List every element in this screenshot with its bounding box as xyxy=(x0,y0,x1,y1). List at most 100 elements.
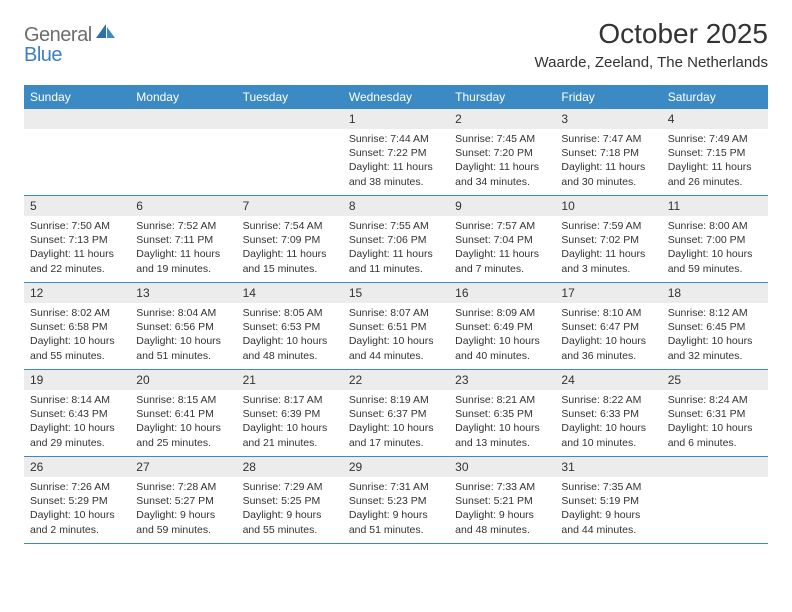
day-number: 10 xyxy=(555,196,661,216)
day-cell: 15Sunrise: 8:07 AMSunset: 6:51 PMDayligh… xyxy=(343,283,449,369)
day-number xyxy=(662,457,768,477)
day-details: Sunrise: 7:55 AMSunset: 7:06 PMDaylight:… xyxy=(343,216,449,282)
day-details xyxy=(24,129,130,138)
weekday-friday: Friday xyxy=(555,85,661,109)
day-cell: 22Sunrise: 8:19 AMSunset: 6:37 PMDayligh… xyxy=(343,370,449,456)
day-number: 12 xyxy=(24,283,130,303)
day-number: 15 xyxy=(343,283,449,303)
weeks-container: 1Sunrise: 7:44 AMSunset: 7:22 PMDaylight… xyxy=(24,109,768,544)
week-row: 5Sunrise: 7:50 AMSunset: 7:13 PMDaylight… xyxy=(24,196,768,283)
day-number: 29 xyxy=(343,457,449,477)
day-cell: 7Sunrise: 7:54 AMSunset: 7:09 PMDaylight… xyxy=(237,196,343,282)
location-text: Waarde, Zeeland, The Netherlands xyxy=(535,54,768,71)
day-details: Sunrise: 8:07 AMSunset: 6:51 PMDaylight:… xyxy=(343,303,449,369)
week-row: 1Sunrise: 7:44 AMSunset: 7:22 PMDaylight… xyxy=(24,109,768,196)
logo-sail-icon xyxy=(96,24,116,45)
day-cell: 21Sunrise: 8:17 AMSunset: 6:39 PMDayligh… xyxy=(237,370,343,456)
day-cell: 17Sunrise: 8:10 AMSunset: 6:47 PMDayligh… xyxy=(555,283,661,369)
day-details: Sunrise: 7:59 AMSunset: 7:02 PMDaylight:… xyxy=(555,216,661,282)
day-cell: 28Sunrise: 7:29 AMSunset: 5:25 PMDayligh… xyxy=(237,457,343,543)
day-cell: 13Sunrise: 8:04 AMSunset: 6:56 PMDayligh… xyxy=(130,283,236,369)
calendar-grid: SundayMondayTuesdayWednesdayThursdayFrid… xyxy=(24,85,768,544)
day-number: 19 xyxy=(24,370,130,390)
title-block: October 2025 Waarde, Zeeland, The Nether… xyxy=(535,18,768,71)
week-row: 19Sunrise: 8:14 AMSunset: 6:43 PMDayligh… xyxy=(24,370,768,457)
day-cell: 18Sunrise: 8:12 AMSunset: 6:45 PMDayligh… xyxy=(662,283,768,369)
day-cell: 11Sunrise: 8:00 AMSunset: 7:00 PMDayligh… xyxy=(662,196,768,282)
weekday-sunday: Sunday xyxy=(24,85,130,109)
day-number: 28 xyxy=(237,457,343,477)
day-details: Sunrise: 7:45 AMSunset: 7:20 PMDaylight:… xyxy=(449,129,555,195)
day-details: Sunrise: 7:52 AMSunset: 7:11 PMDaylight:… xyxy=(130,216,236,282)
calendar-page: General October 2025 Waarde, Zeeland, Th… xyxy=(0,0,792,544)
day-details: Sunrise: 8:14 AMSunset: 6:43 PMDaylight:… xyxy=(24,390,130,456)
day-details: Sunrise: 7:50 AMSunset: 7:13 PMDaylight:… xyxy=(24,216,130,282)
day-cell: 25Sunrise: 8:24 AMSunset: 6:31 PMDayligh… xyxy=(662,370,768,456)
header: General October 2025 Waarde, Zeeland, Th… xyxy=(24,18,768,71)
day-cell: 31Sunrise: 7:35 AMSunset: 5:19 PMDayligh… xyxy=(555,457,661,543)
day-details: Sunrise: 7:33 AMSunset: 5:21 PMDaylight:… xyxy=(449,477,555,543)
day-details: Sunrise: 8:05 AMSunset: 6:53 PMDaylight:… xyxy=(237,303,343,369)
day-number xyxy=(237,109,343,129)
day-cell: 27Sunrise: 7:28 AMSunset: 5:27 PMDayligh… xyxy=(130,457,236,543)
day-number: 11 xyxy=(662,196,768,216)
day-number: 1 xyxy=(343,109,449,129)
day-details: Sunrise: 8:00 AMSunset: 7:00 PMDaylight:… xyxy=(662,216,768,282)
day-details: Sunrise: 7:44 AMSunset: 7:22 PMDaylight:… xyxy=(343,129,449,195)
logo-text-blue: Blue xyxy=(24,44,62,66)
day-cell: 2Sunrise: 7:45 AMSunset: 7:20 PMDaylight… xyxy=(449,109,555,195)
day-cell-empty xyxy=(130,109,236,195)
day-details: Sunrise: 8:12 AMSunset: 6:45 PMDaylight:… xyxy=(662,303,768,369)
day-details: Sunrise: 8:10 AMSunset: 6:47 PMDaylight:… xyxy=(555,303,661,369)
day-cell: 23Sunrise: 8:21 AMSunset: 6:35 PMDayligh… xyxy=(449,370,555,456)
day-number: 6 xyxy=(130,196,236,216)
day-details: Sunrise: 8:15 AMSunset: 6:41 PMDaylight:… xyxy=(130,390,236,456)
day-number: 18 xyxy=(662,283,768,303)
day-details: Sunrise: 8:22 AMSunset: 6:33 PMDaylight:… xyxy=(555,390,661,456)
week-row: 26Sunrise: 7:26 AMSunset: 5:29 PMDayligh… xyxy=(24,457,768,544)
day-number: 2 xyxy=(449,109,555,129)
day-number xyxy=(130,109,236,129)
day-number: 31 xyxy=(555,457,661,477)
day-cell: 3Sunrise: 7:47 AMSunset: 7:18 PMDaylight… xyxy=(555,109,661,195)
day-cell: 30Sunrise: 7:33 AMSunset: 5:21 PMDayligh… xyxy=(449,457,555,543)
weekday-wednesday: Wednesday xyxy=(343,85,449,109)
day-cell-empty xyxy=(237,109,343,195)
day-cell: 19Sunrise: 8:14 AMSunset: 6:43 PMDayligh… xyxy=(24,370,130,456)
day-cell: 1Sunrise: 7:44 AMSunset: 7:22 PMDaylight… xyxy=(343,109,449,195)
day-cell: 4Sunrise: 7:49 AMSunset: 7:15 PMDaylight… xyxy=(662,109,768,195)
logo-blue-text-wrap: Blue xyxy=(24,44,62,67)
day-details: Sunrise: 8:19 AMSunset: 6:37 PMDaylight:… xyxy=(343,390,449,456)
day-cell: 12Sunrise: 8:02 AMSunset: 6:58 PMDayligh… xyxy=(24,283,130,369)
day-details: Sunrise: 7:29 AMSunset: 5:25 PMDaylight:… xyxy=(237,477,343,543)
day-cell-empty xyxy=(662,457,768,543)
week-row: 12Sunrise: 8:02 AMSunset: 6:58 PMDayligh… xyxy=(24,283,768,370)
day-details: Sunrise: 8:04 AMSunset: 6:56 PMDaylight:… xyxy=(130,303,236,369)
day-details: Sunrise: 8:24 AMSunset: 6:31 PMDaylight:… xyxy=(662,390,768,456)
day-details: Sunrise: 8:09 AMSunset: 6:49 PMDaylight:… xyxy=(449,303,555,369)
day-number: 27 xyxy=(130,457,236,477)
day-number: 25 xyxy=(662,370,768,390)
day-number: 9 xyxy=(449,196,555,216)
day-number: 24 xyxy=(555,370,661,390)
day-number: 23 xyxy=(449,370,555,390)
day-cell: 29Sunrise: 7:31 AMSunset: 5:23 PMDayligh… xyxy=(343,457,449,543)
day-cell: 26Sunrise: 7:26 AMSunset: 5:29 PMDayligh… xyxy=(24,457,130,543)
day-cell: 9Sunrise: 7:57 AMSunset: 7:04 PMDaylight… xyxy=(449,196,555,282)
day-number: 8 xyxy=(343,196,449,216)
day-details xyxy=(662,477,768,486)
day-details: Sunrise: 8:02 AMSunset: 6:58 PMDaylight:… xyxy=(24,303,130,369)
day-details xyxy=(237,129,343,138)
day-cell: 10Sunrise: 7:59 AMSunset: 7:02 PMDayligh… xyxy=(555,196,661,282)
day-number: 30 xyxy=(449,457,555,477)
day-number: 20 xyxy=(130,370,236,390)
day-cell: 16Sunrise: 8:09 AMSunset: 6:49 PMDayligh… xyxy=(449,283,555,369)
weekday-saturday: Saturday xyxy=(662,85,768,109)
day-number xyxy=(24,109,130,129)
day-cell-empty xyxy=(24,109,130,195)
day-cell: 24Sunrise: 8:22 AMSunset: 6:33 PMDayligh… xyxy=(555,370,661,456)
day-number: 17 xyxy=(555,283,661,303)
day-number: 22 xyxy=(343,370,449,390)
day-details: Sunrise: 7:49 AMSunset: 7:15 PMDaylight:… xyxy=(662,129,768,195)
day-number: 4 xyxy=(662,109,768,129)
